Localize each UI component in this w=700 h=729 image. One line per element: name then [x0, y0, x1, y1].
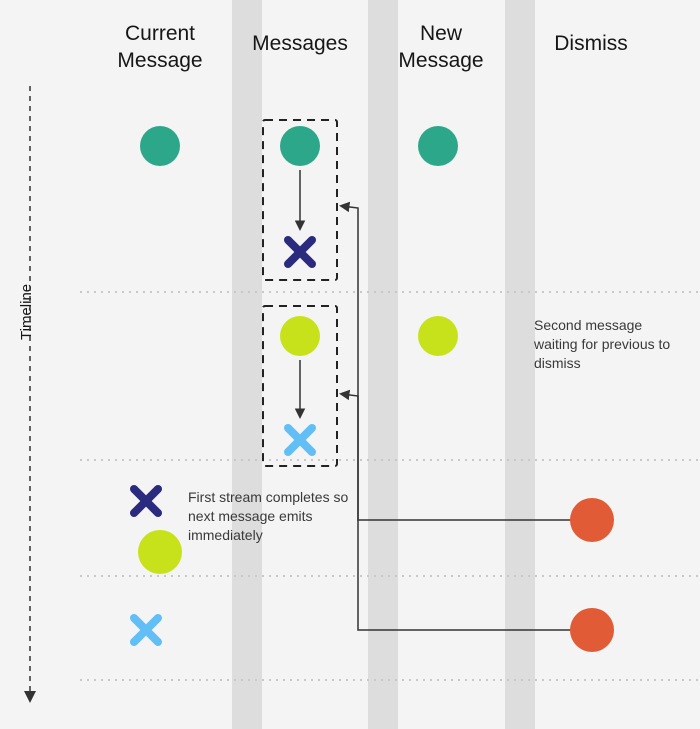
- event-circles: [138, 126, 614, 652]
- complete-marks: [134, 240, 312, 642]
- diagram-stage: [0, 0, 700, 729]
- dismiss-arrows: [342, 206, 572, 630]
